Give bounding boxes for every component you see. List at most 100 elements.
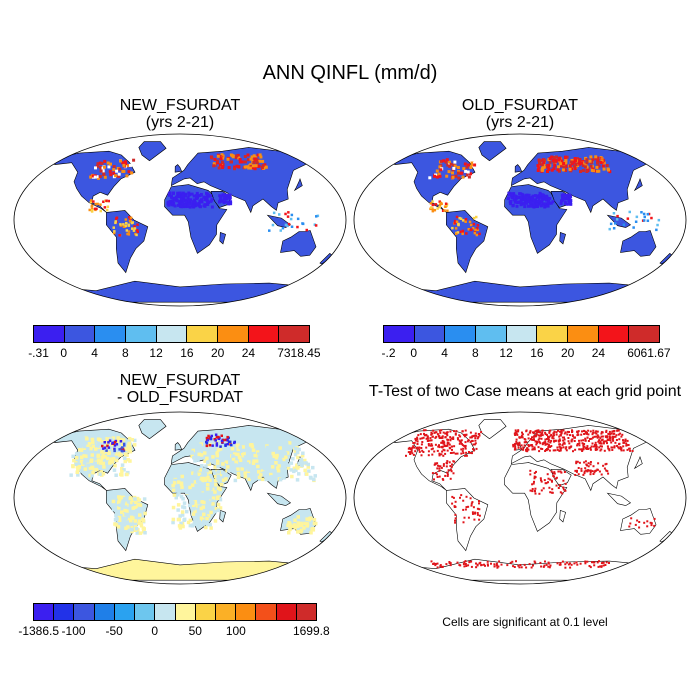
grid-cell	[583, 165, 587, 169]
continent-madagascar	[559, 509, 566, 523]
grid-cell	[134, 526, 139, 531]
grid-cell	[176, 493, 180, 497]
grid-cell	[590, 160, 594, 164]
grid-cell	[559, 439, 562, 442]
grid-cell	[453, 445, 456, 448]
grid-cell	[234, 156, 238, 160]
grid-cell	[128, 449, 133, 454]
grid-cell	[293, 526, 297, 530]
grid-cell	[585, 165, 589, 169]
grid-cell	[284, 441, 289, 446]
grid-cell	[306, 462, 310, 467]
grid-cell	[305, 517, 309, 521]
grid-cell	[225, 469, 229, 473]
grid-cell	[220, 439, 224, 443]
grid-cell	[257, 477, 262, 481]
grid-cell	[535, 429, 538, 432]
grid-cell	[131, 227, 134, 230]
grid-cell	[510, 193, 514, 197]
grid-cell	[495, 562, 498, 565]
grid-cell	[96, 176, 100, 180]
colorbar-diff-labels: -1386.5 -100 -50 0 50 100 1699.8	[18, 624, 329, 640]
grid-cell	[215, 159, 219, 163]
grid-cell	[118, 437, 123, 442]
grid-cell	[210, 499, 214, 503]
grid-cell	[206, 493, 210, 498]
grid-cell	[589, 461, 592, 463]
grid-cell	[102, 450, 107, 454]
grid-cell	[236, 447, 240, 452]
grid-cell	[618, 442, 621, 445]
grid-cell	[281, 473, 286, 477]
grid-cell	[209, 526, 213, 530]
grid-cell	[442, 454, 445, 457]
grid-cell	[192, 520, 197, 524]
grid-cell	[452, 438, 455, 440]
grid-cell	[109, 173, 113, 177]
grid-cell	[587, 433, 590, 436]
grid-cell	[107, 199, 110, 203]
grid-cell	[170, 201, 174, 205]
grid-cell	[407, 451, 410, 454]
grid-cell	[176, 503, 181, 507]
grid-cell	[584, 431, 587, 434]
grid-cell	[625, 442, 628, 445]
grid-cell	[217, 437, 220, 440]
grid-cell	[607, 438, 610, 441]
grid-cell	[425, 446, 428, 449]
grid-cell	[446, 449, 449, 452]
grid-cell	[114, 511, 119, 515]
grid-cell	[130, 171, 134, 175]
grid-cell	[460, 494, 463, 497]
grid-cell	[612, 212, 616, 215]
grid-cell	[461, 450, 464, 453]
grid-cell	[540, 200, 544, 204]
grid-cell	[531, 436, 533, 439]
grid-cell	[135, 504, 140, 509]
grid-cell	[231, 457, 236, 461]
grid-cell	[558, 438, 561, 441]
grid-cell	[470, 565, 473, 568]
grid-cell	[443, 443, 446, 446]
grid-cell	[125, 472, 129, 477]
grid-cell	[593, 471, 596, 474]
grid-cell	[117, 452, 122, 456]
grid-cell	[127, 436, 132, 441]
grid-cell	[427, 439, 430, 442]
grid-cell	[610, 432, 613, 435]
grid-cell	[430, 560, 433, 563]
grid-cell	[459, 496, 461, 499]
grid-cell	[250, 457, 255, 461]
grid-cell	[544, 438, 547, 441]
grid-cell	[545, 449, 548, 452]
grid-cell	[194, 513, 198, 517]
grid-cell	[428, 176, 432, 180]
grid-cell	[113, 447, 116, 451]
grid-cell	[431, 472, 434, 475]
grid-cell	[426, 437, 429, 440]
grid-cell	[94, 166, 97, 170]
grid-cell	[592, 436, 594, 439]
grid-cell	[199, 453, 204, 457]
grid-cell	[624, 438, 627, 441]
grid-cell	[598, 470, 601, 473]
grid-cell	[585, 161, 589, 165]
grid-cell	[569, 160, 573, 164]
panel-2-title-line2: (yrs 2-21)	[485, 114, 555, 131]
grid-cell	[438, 446, 441, 449]
grid-cell	[531, 490, 534, 493]
grid-cell	[614, 222, 617, 225]
grid-cell	[205, 191, 208, 195]
grid-cell	[590, 445, 593, 448]
grid-cell	[186, 196, 190, 200]
grid-cell	[409, 451, 412, 454]
grid-cell	[524, 193, 528, 197]
grid-cell	[534, 490, 536, 493]
grid-cell	[427, 454, 430, 457]
grid-cell	[594, 449, 597, 451]
grid-cell	[527, 437, 530, 440]
grid-cell	[541, 195, 545, 199]
grid-cell	[595, 169, 599, 173]
grid-cell	[216, 470, 221, 474]
grid-cell	[188, 198, 191, 202]
